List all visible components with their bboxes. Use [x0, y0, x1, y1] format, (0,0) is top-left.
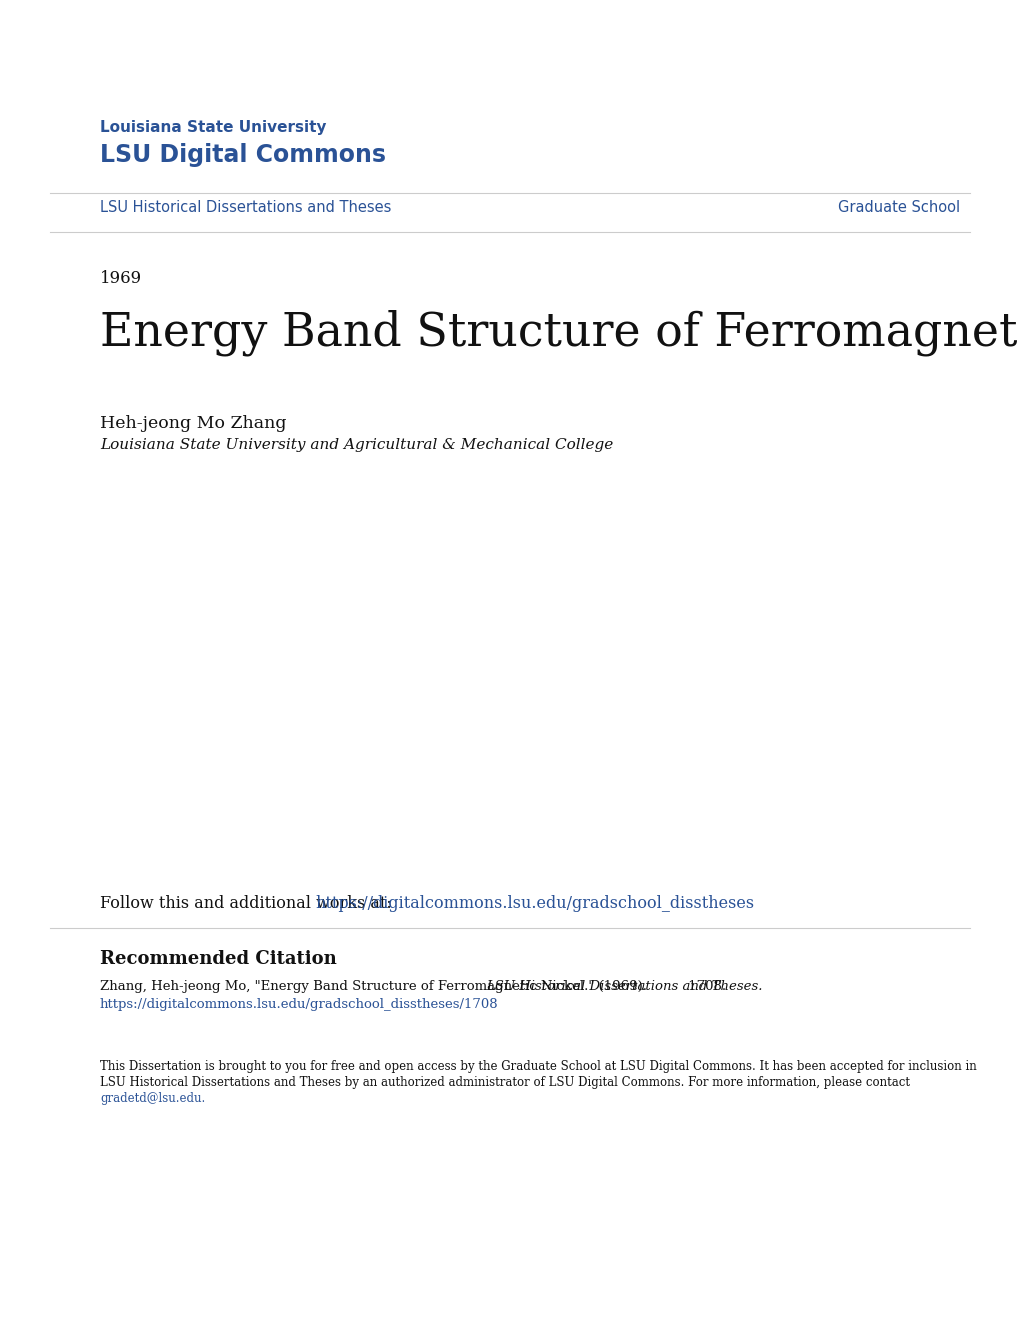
Text: LSU Historical Dissertations and Theses by an authorized administrator of LSU Di: LSU Historical Dissertations and Theses … — [100, 1076, 909, 1089]
Text: 1708.: 1708. — [684, 979, 726, 993]
Text: https://digitalcommons.lsu.edu/gradschool_disstheses: https://digitalcommons.lsu.edu/gradschoo… — [315, 895, 753, 912]
Text: https://digitalcommons.lsu.edu/gradschool_disstheses/1708: https://digitalcommons.lsu.edu/gradschoo… — [100, 998, 498, 1011]
Text: Zhang, Heh-jeong Mo, "Energy Band Structure of Ferromagnetic Nickel." (1969).: Zhang, Heh-jeong Mo, "Energy Band Struct… — [100, 979, 650, 993]
Text: 1969: 1969 — [100, 271, 142, 286]
Text: LSU Digital Commons: LSU Digital Commons — [100, 143, 385, 168]
Text: Graduate School: Graduate School — [837, 201, 959, 215]
Text: This Dissertation is brought to you for free and open access by the Graduate Sch: This Dissertation is brought to you for … — [100, 1060, 976, 1073]
Text: Energy Band Structure of Ferromagnetic Nickel.: Energy Band Structure of Ferromagnetic N… — [100, 310, 1019, 356]
Text: LSU Historical Dissertations and Theses: LSU Historical Dissertations and Theses — [100, 201, 391, 215]
Text: Recommended Citation: Recommended Citation — [100, 950, 336, 968]
Text: Follow this and additional works at:: Follow this and additional works at: — [100, 895, 396, 912]
Text: LSU Historical Dissertations and Theses.: LSU Historical Dissertations and Theses. — [486, 979, 762, 993]
Text: Louisiana State University: Louisiana State University — [100, 120, 326, 135]
Text: Heh-jeong Mo Zhang: Heh-jeong Mo Zhang — [100, 414, 286, 432]
Text: Louisiana State University and Agricultural & Mechanical College: Louisiana State University and Agricultu… — [100, 438, 612, 451]
Text: gradetd@lsu.edu.: gradetd@lsu.edu. — [100, 1092, 205, 1105]
